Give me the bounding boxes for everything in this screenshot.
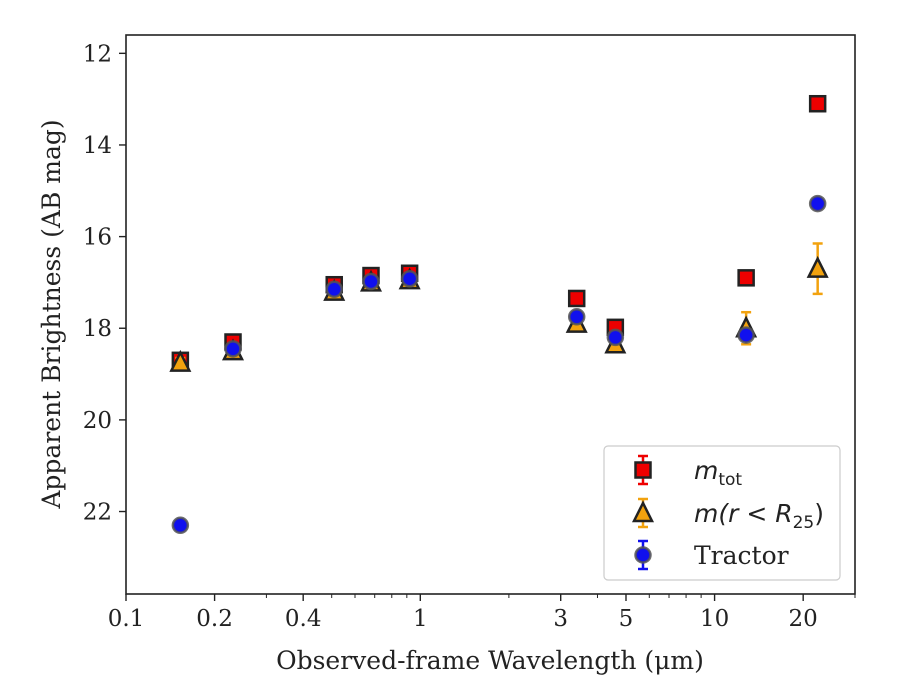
tractor-point [808, 194, 827, 213]
tractor-point [224, 340, 242, 358]
legend-m-r25-marker [631, 500, 655, 523]
legend-label-m-tot: mtot [694, 456, 742, 490]
y-tick-label: 22 [83, 500, 112, 526]
legend-label-subscript: 25 [793, 513, 815, 533]
legend-label-main: m [694, 456, 718, 485]
data-marks [169, 94, 829, 535]
x-axis-title: Observed-frame Wavelength (μm) [276, 646, 704, 675]
x-tick-label: 0.2 [196, 606, 233, 632]
tractor-point [325, 280, 343, 299]
x-tick-label: 0.1 [108, 606, 145, 632]
x-axis: 0.1 0.2 0.4 1 3 5 10 20 [108, 594, 856, 632]
y-axis: 12 14 16 18 20 22 [83, 41, 126, 526]
y-tick-label: 14 [83, 133, 112, 159]
tractor-point [362, 272, 380, 291]
legend-tractor-marker [634, 546, 652, 564]
tractor-point [400, 270, 419, 288]
m-r25-point [806, 255, 829, 278]
m-tot-point [737, 269, 755, 287]
legend-label-rest: (r < R [718, 499, 792, 528]
tractor-point [567, 308, 586, 326]
x-tick-label: 1 [413, 606, 428, 632]
legend-label-main: m [694, 499, 718, 528]
x-tick-label: 3 [553, 606, 568, 632]
y-tick-label: 16 [83, 225, 112, 251]
legend-label-close: ) [814, 499, 824, 528]
y-axis-title: Apparent Brightness (AB mag) [37, 119, 66, 509]
x-tick-label: 5 [619, 606, 634, 632]
m-tot-point [808, 94, 827, 113]
legend-frame [603, 445, 841, 581]
plot-frame [125, 34, 856, 595]
legend-m-tot-marker [634, 461, 652, 479]
y-tick-label: 12 [83, 41, 112, 67]
x-tick-label: 0.4 [285, 606, 322, 632]
tractor-point [171, 516, 190, 535]
y-tick-label: 20 [83, 408, 112, 434]
x-tick-label: 20 [789, 606, 818, 632]
m-r25-point [169, 349, 192, 372]
x-tick-label: 10 [700, 606, 729, 632]
y-tick-label: 18 [83, 316, 112, 342]
legend-label-m-r25: m(r < R25) [694, 499, 824, 533]
legend-label-subscript: tot [718, 470, 742, 490]
m-tot-point [567, 289, 586, 308]
tractor-point [606, 328, 625, 347]
tractor-point [737, 326, 755, 344]
legend-label-tractor: Tractor [694, 541, 789, 570]
